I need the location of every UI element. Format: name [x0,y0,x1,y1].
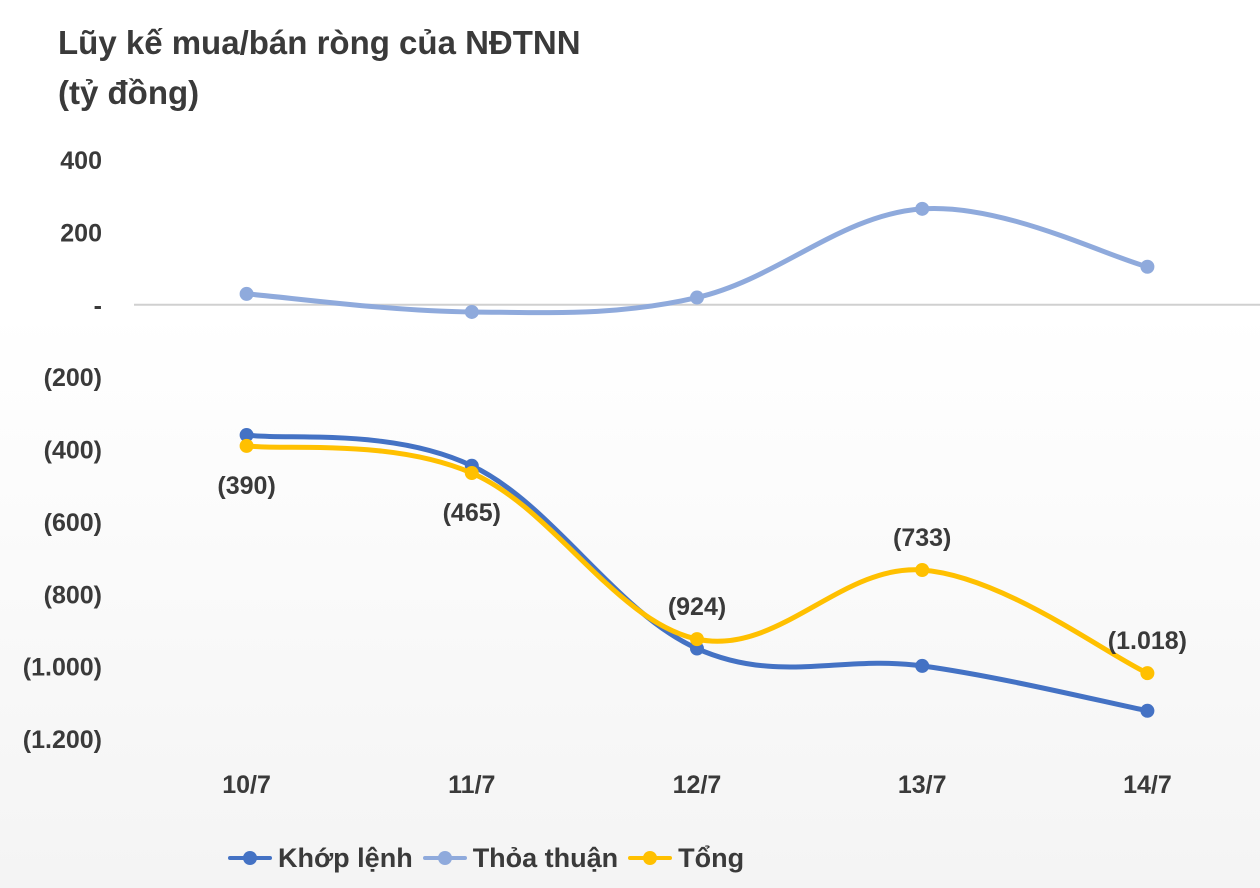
legend-label-thoa-thuan: Thỏa thuận [472,842,619,873]
y-tick-label: (200) [44,364,102,392]
chart-legend: Khớp lệnh Thỏa thuận Tổng [228,838,754,878]
y-tick-label: (1.000) [23,654,102,682]
x-tick-label: 11/7 [448,771,495,799]
y-tick-label: 400 [60,147,102,175]
x-tick-label: 13/7 [898,771,947,799]
legend-item-tong: Tổng [628,843,744,874]
y-tick-label: (800) [44,581,102,609]
data-point-tong [915,563,930,578]
y-tick-label: (600) [44,509,102,537]
data-label-tong: (390) [217,472,275,500]
legend-swatch-khop-lenh [228,848,272,868]
y-tick-label: - [94,292,102,320]
data-point-tong [690,632,704,647]
data-label-tong: (924) [668,593,726,621]
x-tick-label: 10/7 [222,771,271,799]
chart-title: Lũy kế mua/bán ròng của NĐTNN (tỷ đồng) [58,18,581,118]
legend-label-tong: Tổng [678,842,745,873]
legend-swatch-tong [628,848,673,868]
data-point-tong [239,438,254,453]
y-tick-label: (400) [44,437,102,465]
data-point-thoa-thuan [1140,259,1155,274]
data-point-khop-lenh [915,658,930,673]
x-tick-label: 14/7 [1123,771,1172,799]
legend-item-khop-lenh: Khớp lệnh [228,843,413,874]
data-point-khop-lenh [1140,703,1155,718]
x-tick-label: 12/7 [673,771,722,799]
chart-title-line1: Lũy kế mua/bán ròng của NĐTNN [58,24,581,61]
y-tick-label: 200 [60,219,102,247]
chart-title-line2: (tỷ đồng) [58,74,200,111]
legend-label-khop-lenh: Khớp lệnh [278,842,413,873]
data-point-thoa-thuan [690,290,704,305]
data-point-tong [464,466,479,481]
data-point-khop-lenh [239,428,254,443]
data-point-thoa-thuan [239,286,254,301]
data-point-thoa-thuan [915,201,930,216]
data-point-thoa-thuan [464,304,479,319]
data-label-tong: (1.018) [1108,627,1187,655]
data-label-tong: (465) [443,499,501,527]
y-tick-label: (1.200) [23,726,102,754]
legend-swatch-thoa-thuan [422,848,467,868]
data-label-tong: (733) [893,524,951,552]
legend-item-thoa-thuan: Thỏa thuận [422,842,619,874]
series-line-khop-lenh [244,432,1150,714]
data-point-tong [1140,666,1155,681]
